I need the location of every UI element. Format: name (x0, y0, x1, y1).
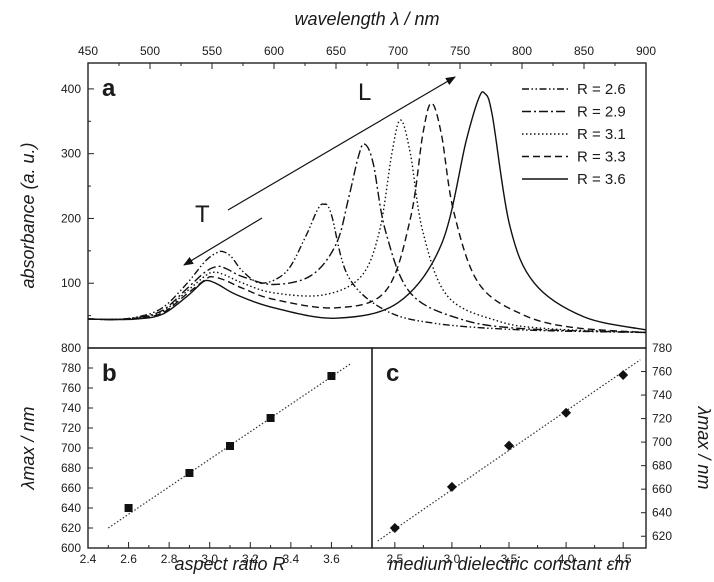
y-tick-label-b: 760 (61, 381, 81, 395)
y-tick-label-c: 700 (652, 435, 672, 449)
panel-c: 2.5 3.0 3.5 4.0 4.5 620 640 660 680 700 720 740 760 7… (371, 341, 714, 574)
data-point-b (226, 442, 234, 450)
x-tick-label-c: 2.5 (386, 552, 403, 566)
x-tick-label-c: 4.0 (558, 552, 575, 566)
y-tick-label-c: 760 (652, 365, 672, 379)
y-axis-title-c: λmax / nm (694, 406, 714, 490)
legend-entry-3: R = 3.1 (577, 126, 626, 143)
y-tick-label-a: 400 (61, 82, 81, 96)
panel-label-a: a (102, 75, 116, 102)
y-tick-label-a: 300 (61, 147, 81, 161)
y-tick-label-b: 600 (61, 541, 81, 555)
data-point-c (389, 523, 400, 533)
panel-a: 450 500 550 600 650 700 750 800 850 900 100 200 300 4… (18, 9, 656, 349)
legend-entry-4: R = 3.3 (577, 149, 626, 166)
y-tick-label-c: 660 (652, 482, 672, 496)
fit-line-c (377, 359, 641, 542)
x-tick-label-a: 650 (326, 44, 346, 58)
y-tick-label-c: 780 (652, 341, 672, 355)
y-tick-label-b: 780 (61, 361, 81, 375)
x-tick-label-a: 850 (574, 44, 594, 58)
x-tick-label-b: 3.2 (242, 552, 259, 566)
y-tick-label-b: 720 (61, 421, 81, 435)
y-tick-label-c: 720 (652, 412, 672, 426)
data-point-c (561, 407, 572, 418)
series-curve-4 (87, 102, 647, 334)
y-tick-label-b: 660 (61, 481, 81, 495)
x-tick-label-a: 700 (388, 44, 408, 58)
x-tick-label-b: 2.6 (120, 552, 137, 566)
x-tick-label-a: 600 (264, 44, 284, 58)
data-point-b (124, 504, 133, 512)
y-tick-label-b: 800 (61, 341, 81, 355)
series-curve-3 (87, 119, 647, 334)
data-point-c (618, 370, 629, 381)
x-axis-title-a: wavelength λ / nm (295, 9, 440, 29)
x-tick-label-b: 2.4 (80, 552, 97, 566)
y-tick-label-b: 640 (61, 501, 81, 515)
x-tick-label-c: 3.0 (444, 552, 461, 566)
legend-entry-1: R = 2.6 (577, 81, 626, 98)
data-point-b (327, 372, 336, 380)
annotation-T: T (195, 201, 210, 228)
y-tick-label-c: 640 (652, 506, 672, 520)
y-tick-label-b: 680 (61, 461, 81, 475)
data-point-b (266, 414, 275, 422)
y-axis-title-b: λmax / nm (18, 407, 38, 491)
x-axis-title-b: aspect ratio R (174, 554, 285, 574)
y-axis-title-a: absorbance (a. u.) (18, 142, 38, 288)
y-tick-label-c: 740 (652, 388, 672, 402)
panel-b: 2.4 2.6 2.8 3.0 3.2 3.4 3.6 600 620 640 660 680 700 7… (18, 341, 373, 574)
y-tick-label-b: 620 (61, 521, 81, 535)
x-tick-label-a: 450 (78, 44, 98, 58)
x-tick-label-b: 2.8 (161, 552, 178, 566)
x-tick-label-a: 900 (636, 44, 656, 58)
legend-entry-2: R = 2.9 (577, 104, 626, 121)
x-tick-label-b: 3.0 (201, 552, 218, 566)
panel-label-c: c (386, 360, 399, 387)
series-curve-5 (87, 91, 647, 331)
x-axis-title-c: medium dielectric constant εm (389, 554, 630, 574)
y-tick-label-b: 700 (61, 441, 81, 455)
data-point-c (504, 440, 514, 451)
x-tick-label-a: 750 (450, 44, 470, 58)
arrow-long-band (227, 76, 456, 211)
x-tick-label-b: 3.6 (323, 552, 340, 566)
x-tick-label-a: 500 (140, 44, 160, 58)
y-tick-label-c: 680 (652, 459, 672, 473)
series-curve-1 (87, 203, 647, 334)
x-tick-label-c: 4.5 (615, 552, 632, 566)
y-tick-label-a: 200 (61, 211, 81, 225)
data-point-b (185, 469, 194, 477)
legend-entry-5: R = 3.6 (577, 171, 626, 188)
arrow-transverse-band (183, 217, 263, 266)
x-tick-label-a: 800 (512, 44, 532, 58)
x-tick-label-c: 3.5 (501, 552, 518, 566)
data-point-c (446, 481, 457, 492)
series-curve-2 (87, 143, 647, 334)
y-tick-label-c: 620 (652, 529, 672, 543)
annotation-L: L (358, 79, 371, 106)
panel-label-b: b (102, 360, 117, 387)
x-tick-label-b: 3.4 (283, 552, 300, 566)
y-tick-label-b: 740 (61, 401, 81, 415)
x-tick-label-a: 550 (202, 44, 222, 58)
y-tick-label-a: 100 (61, 276, 81, 290)
